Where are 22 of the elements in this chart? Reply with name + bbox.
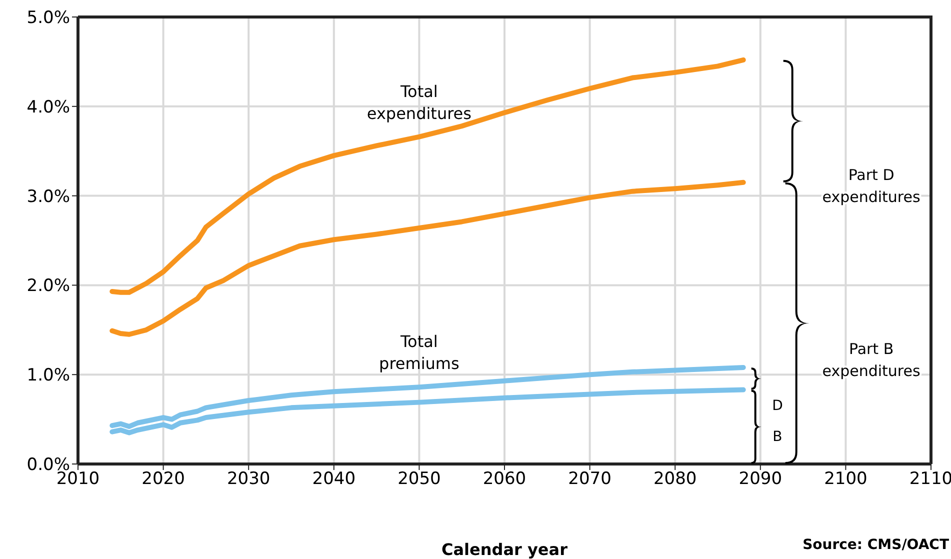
x-tick-label: 2100 [824,469,868,490]
y-tick-label: 1.0% [26,366,70,386]
y-tick-label: 4.0% [26,97,70,118]
annotation: Part B expenditures [822,340,920,380]
y-tick-label: 5.0% [26,8,70,28]
x-tick-label: 2030 [226,469,270,490]
x-tick-label: 2070 [568,469,612,490]
source-note: Source: CMS/OACT [802,537,949,553]
annotation: Part D expenditures [822,166,920,206]
annotation: D [772,398,783,414]
x-tick-label: 2020 [142,469,185,490]
series-label: Total premiums [379,332,460,374]
annotation: B [772,429,782,446]
y-tick-label: 2.0% [26,276,70,296]
x-tick-label: 2060 [482,469,526,490]
x-tick-label: 2090 [738,469,782,490]
x-tick-label: 2040 [312,469,356,490]
y-tick-label: 3.0% [26,186,70,207]
x-tick-label: 2080 [653,469,697,490]
x-axis-title: Calendar year [442,540,568,559]
series-label: Total expenditures [366,82,472,123]
x-tick-label: 2050 [398,469,441,490]
